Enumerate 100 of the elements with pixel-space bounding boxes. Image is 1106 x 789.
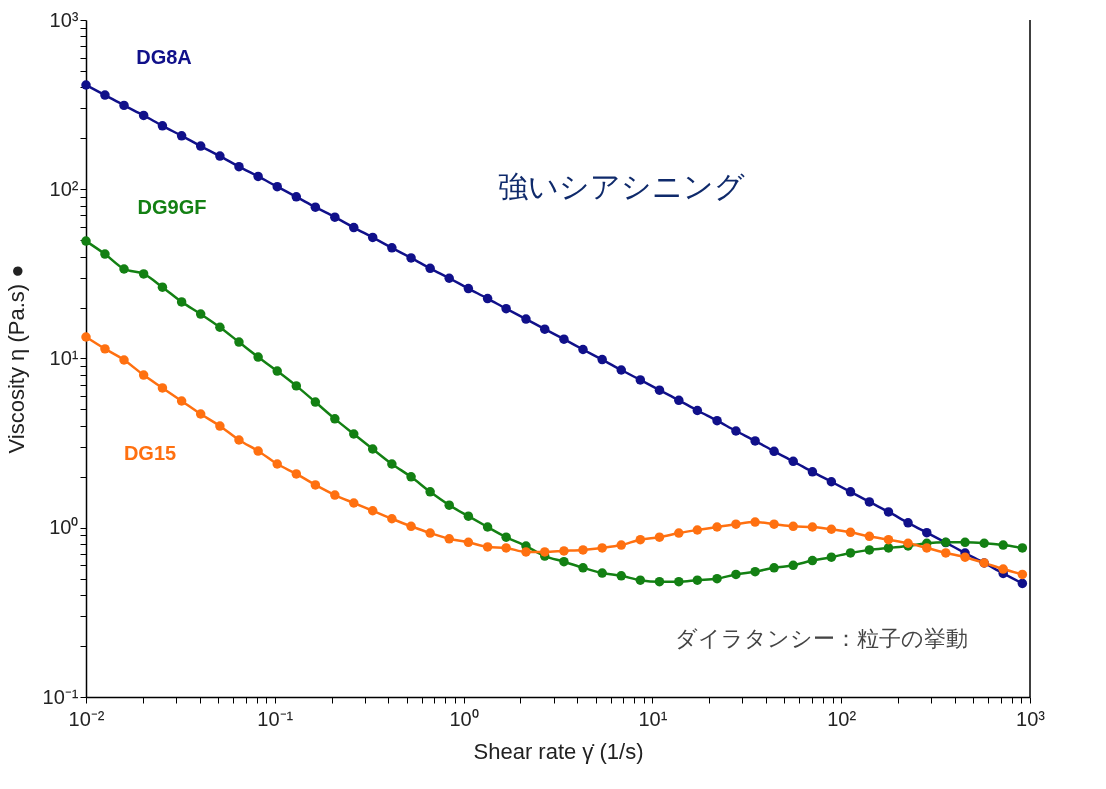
point	[1017, 578, 1028, 589]
x-tick-label: 10⁻¹	[257, 707, 294, 730]
point	[807, 522, 818, 532]
point	[215, 322, 225, 332]
point	[176, 396, 187, 406]
point	[81, 80, 91, 90]
point	[712, 522, 722, 532]
point	[138, 269, 149, 279]
point	[463, 537, 474, 548]
x-tick-label: 10²	[827, 707, 857, 730]
point	[998, 540, 1008, 550]
point	[769, 519, 779, 529]
point	[578, 344, 588, 355]
point	[157, 282, 168, 292]
x-tick-label: 10⁰	[449, 707, 479, 730]
y-tick-label: 10⁻¹	[42, 685, 79, 708]
point	[367, 232, 378, 243]
point	[960, 552, 970, 562]
point	[845, 487, 856, 497]
point	[330, 414, 340, 424]
point	[635, 534, 646, 545]
series-label: DG8A	[136, 46, 192, 68]
point	[81, 236, 91, 246]
point	[635, 375, 646, 385]
point	[883, 534, 894, 545]
point	[100, 90, 110, 100]
point	[674, 528, 684, 538]
series-label: DG15	[123, 442, 177, 464]
point	[597, 568, 607, 578]
point	[826, 524, 837, 534]
point	[253, 352, 263, 362]
x-tick-label: 10³	[1016, 707, 1046, 730]
point	[559, 556, 569, 567]
point	[330, 490, 340, 500]
point	[922, 543, 932, 553]
point	[788, 521, 798, 532]
point	[349, 222, 359, 233]
point	[272, 366, 282, 376]
x-tick-label: 10¹	[638, 707, 668, 730]
point	[616, 571, 626, 581]
point	[692, 405, 703, 416]
point	[176, 297, 187, 307]
point	[482, 522, 493, 532]
point	[349, 498, 359, 508]
point	[444, 534, 454, 544]
point	[119, 264, 129, 274]
point	[788, 456, 798, 467]
point	[176, 131, 187, 141]
point	[826, 477, 837, 487]
point	[807, 467, 818, 477]
point	[750, 517, 760, 527]
y-tick-label: 10¹	[49, 347, 79, 369]
point	[883, 543, 894, 553]
point	[559, 546, 569, 556]
point	[960, 537, 970, 548]
point	[807, 555, 818, 566]
point	[769, 563, 779, 573]
point	[425, 528, 435, 538]
text: DG9GF	[137, 196, 207, 218]
point	[788, 560, 798, 571]
point	[845, 548, 856, 558]
point	[559, 334, 569, 344]
x-tick-label: 10⁻²	[68, 707, 105, 730]
y-tick-label: 10³	[49, 8, 79, 31]
point	[501, 532, 511, 542]
point	[310, 480, 321, 490]
point	[367, 506, 378, 516]
point	[367, 444, 378, 454]
point	[482, 542, 493, 552]
point	[310, 397, 321, 407]
point	[769, 446, 779, 457]
point	[941, 548, 951, 558]
point	[253, 171, 263, 182]
point	[578, 545, 588, 555]
point	[692, 525, 703, 535]
point	[195, 141, 206, 151]
point	[138, 110, 149, 121]
y-axis-title: Viscosity η (Pa.s) ●	[3, 264, 29, 454]
point	[195, 309, 206, 319]
point	[81, 332, 91, 342]
point	[157, 383, 168, 393]
point	[138, 370, 149, 380]
point	[616, 540, 626, 550]
point	[444, 273, 454, 283]
point	[597, 354, 607, 365]
point	[712, 415, 722, 426]
point	[731, 519, 741, 529]
point	[310, 202, 321, 212]
point	[406, 472, 416, 482]
point	[215, 151, 225, 161]
point	[253, 446, 263, 456]
point	[291, 192, 302, 202]
point	[654, 532, 665, 542]
point	[119, 355, 129, 365]
point	[463, 511, 474, 521]
point	[406, 253, 416, 263]
point	[349, 429, 359, 439]
point	[845, 527, 856, 538]
point	[444, 500, 454, 510]
y-tick-label: 10⁰	[49, 516, 79, 539]
